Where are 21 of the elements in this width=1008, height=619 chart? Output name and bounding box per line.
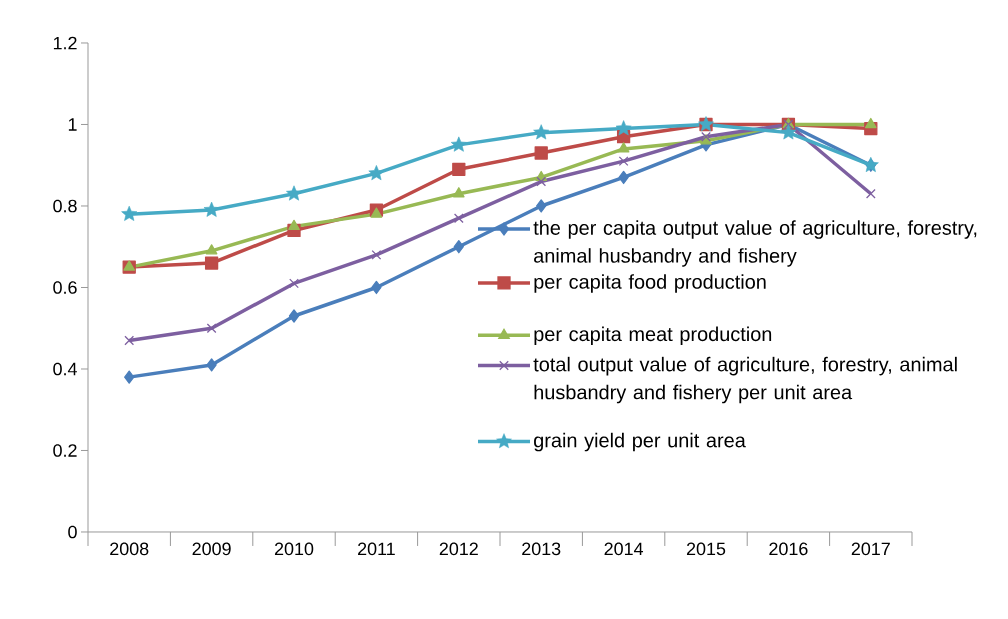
legend-label: per capita meat production — [534, 326, 772, 346]
y-tick-label: 0 — [68, 525, 77, 539]
y-tick-label: 0.2 — [53, 444, 77, 457]
x-tick-label: 2009 — [192, 542, 231, 556]
y-tick-label: 0.4 — [53, 362, 77, 376]
x-tick-label: 2011 — [358, 542, 395, 556]
x-tick-label: 2010 — [274, 542, 314, 556]
legend-label: per capita food production — [534, 274, 766, 293]
x-tick-label: 2012 — [439, 542, 478, 556]
legend-label: grain yield per unit area — [534, 432, 746, 452]
x-tick-label: 2017 — [851, 542, 890, 556]
y-tick-label: 0.8 — [53, 199, 77, 213]
x-tick-label: 2016 — [769, 542, 808, 556]
y-tick-label: 1.2 — [53, 36, 77, 50]
x-tick-label: 2014 — [604, 542, 644, 556]
legend-label: total output value of agriculture, forestry, animal husbandry and fishery per unit area — [533, 356, 957, 404]
x-tick-label: 2008 — [110, 542, 149, 556]
x-tick-label: 2013 — [522, 542, 561, 556]
x-tick-label: 2015 — [686, 542, 726, 556]
y-tick-label: 0.6 — [53, 281, 77, 294]
y-tick-label: 1 — [68, 118, 77, 131]
